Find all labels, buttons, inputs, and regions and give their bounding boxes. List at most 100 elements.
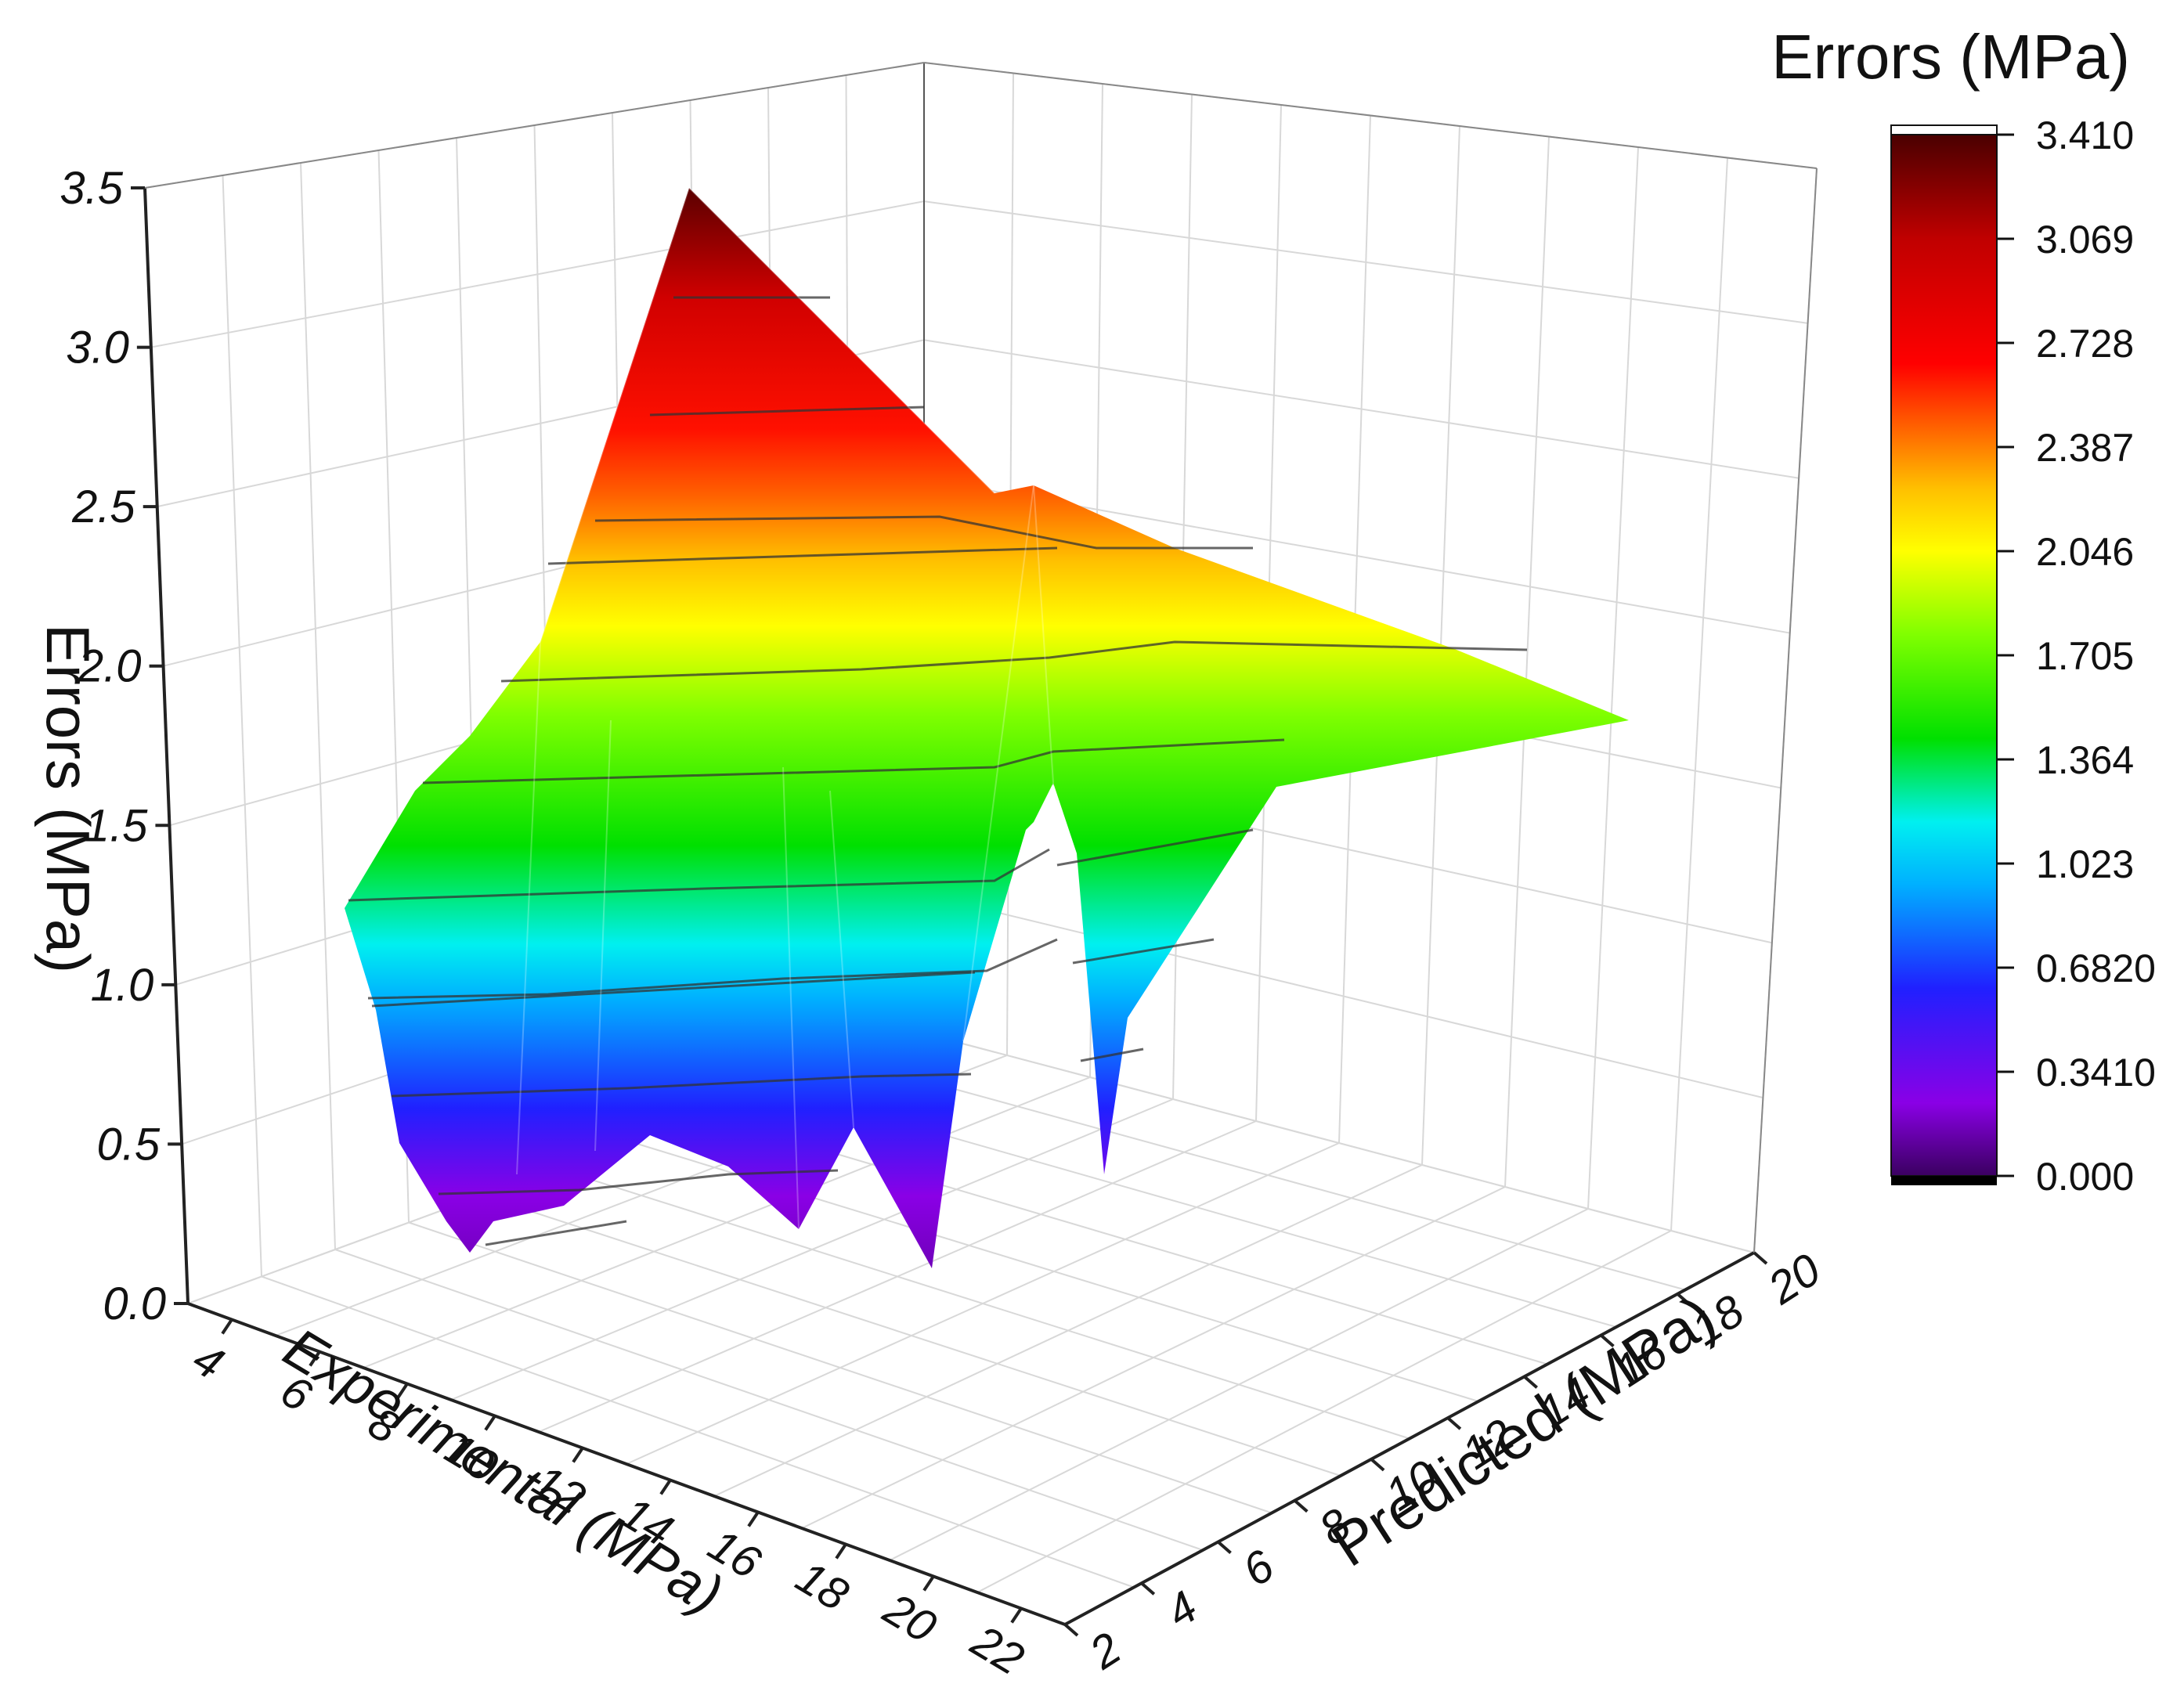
x-tick-label: 18 xyxy=(788,1551,857,1621)
grid-line xyxy=(1504,136,1550,1188)
x-tick-mark xyxy=(484,1415,496,1431)
y-tick-mark xyxy=(1217,1540,1232,1554)
grid-line xyxy=(801,1186,1506,1529)
contour-line xyxy=(438,1169,839,1195)
y-axis-title: Predicted (MPa) xyxy=(1319,1282,1727,1580)
contour-line xyxy=(367,938,1058,1000)
surface-fill xyxy=(345,188,1629,1268)
z-tick-label: 3.5 xyxy=(60,163,123,214)
y-tick-mark xyxy=(1063,1623,1079,1637)
contour-line xyxy=(348,848,1050,902)
x-tick-mark xyxy=(659,1479,672,1495)
contour-line xyxy=(1080,1048,1144,1062)
contour-line xyxy=(391,1073,972,1098)
y-tick-mark xyxy=(1523,1375,1538,1389)
colorbar-label: 3.069 xyxy=(2036,218,2134,261)
colorbar-label: 0.000 xyxy=(2036,1155,2134,1199)
contour-line xyxy=(422,738,1285,784)
grid-line xyxy=(713,1164,1423,1497)
grid-line xyxy=(1587,146,1639,1210)
colorbar-label: 1.364 xyxy=(2036,738,2134,782)
z-tick-label: 2.5 xyxy=(71,481,135,532)
x-tick-label: 20 xyxy=(875,1583,945,1653)
grid-line xyxy=(1670,157,1728,1231)
y-tick-mark xyxy=(1676,1293,1691,1307)
contour-line xyxy=(594,515,1253,550)
colorbar-label: 1.705 xyxy=(2036,634,2134,678)
y-tick-mark xyxy=(1753,1251,1768,1265)
x-axis-line xyxy=(187,1302,1066,1626)
z-axis-line xyxy=(143,187,190,1304)
grid-line xyxy=(300,162,336,1250)
grid-line xyxy=(222,175,262,1277)
y-tick-mark xyxy=(1446,1416,1462,1430)
grid-line xyxy=(555,1167,1410,1440)
x-tick-mark xyxy=(835,1543,847,1560)
y-tick-mark xyxy=(1600,1334,1615,1348)
z-tick-label: 3.0 xyxy=(66,323,129,373)
grid-line xyxy=(850,1059,1686,1291)
colorbar-label: 0.6820 xyxy=(2036,947,2156,990)
colorbar-label: 1.023 xyxy=(2036,842,2134,886)
colorbar-cap-bottom xyxy=(1891,1176,1997,1185)
y-tick-mark xyxy=(1294,1499,1309,1513)
y-tick-label: 2 xyxy=(1080,1623,1129,1680)
x-tick-mark xyxy=(1010,1607,1023,1624)
x-tick-mark xyxy=(922,1575,935,1592)
x-tick-label: 4 xyxy=(184,1333,232,1390)
contour-line xyxy=(500,640,1528,683)
z-tick-label: 1.5 xyxy=(85,800,148,851)
mesh-line xyxy=(1033,485,1054,784)
mesh-line xyxy=(540,187,690,643)
top-edge xyxy=(923,62,1818,169)
colorbar-label: 0.3410 xyxy=(2036,1051,2156,1094)
grid-line xyxy=(923,1033,1755,1253)
contour-line xyxy=(1072,938,1215,965)
right-edge xyxy=(1753,168,1818,1253)
colorbar-cap-top xyxy=(1890,124,1998,135)
grid-line xyxy=(923,339,1800,479)
x-tick-label: 22 xyxy=(962,1615,1033,1684)
top-edge xyxy=(144,62,925,189)
z-axis-title: Errors (MPa) xyxy=(34,624,103,973)
y-tick-mark xyxy=(1370,1458,1385,1472)
z-tick-label: 0.5 xyxy=(97,1119,161,1170)
colorbar-label: 2.728 xyxy=(2036,322,2134,366)
colorbar-label: 2.387 xyxy=(2036,426,2134,470)
error-surface xyxy=(345,187,1629,1268)
mesh-line xyxy=(516,641,541,1175)
grid-line xyxy=(702,1113,1548,1365)
contour-line xyxy=(485,1220,627,1246)
z-tick-label: 2.0 xyxy=(78,641,142,692)
y-tick-label: 4 xyxy=(1157,1581,1206,1638)
x-tick-mark xyxy=(221,1318,233,1335)
y-tick-mark xyxy=(1140,1581,1156,1596)
grid-line xyxy=(150,200,925,348)
y-axis-line xyxy=(1064,1251,1755,1626)
x-tick-mark xyxy=(396,1383,409,1399)
x-tick-mark xyxy=(572,1447,584,1463)
colorbar-gradient xyxy=(1890,134,1998,1177)
grid-line xyxy=(889,1208,1589,1561)
mesh-line xyxy=(782,766,800,1230)
colorbar-label: 2.046 xyxy=(2036,530,2134,574)
contour-line xyxy=(547,546,1058,565)
contour-line xyxy=(371,971,976,1008)
grid-line xyxy=(923,893,1763,1099)
grid-line xyxy=(976,1230,1672,1593)
contour-line xyxy=(649,406,925,416)
mesh-line xyxy=(594,719,612,1152)
z-tick-label: 0.0 xyxy=(103,1278,166,1329)
x-tick-mark xyxy=(309,1350,321,1367)
z-tick-label: 1.0 xyxy=(91,960,154,1011)
mesh-line xyxy=(962,485,1034,1042)
colorbar: Errors (MPa) 3.410 3.069 2.728 2.387 2.046 1.… xyxy=(1771,22,2156,1199)
mesh-line xyxy=(688,187,995,494)
grid-line xyxy=(923,200,1808,324)
y-tick-label: 6 xyxy=(1234,1540,1283,1596)
mesh-line xyxy=(829,790,854,1128)
z-axis-ticks: 0.0 0.5 1.0 1.5 2.0 2.5 3.0 3.5 xyxy=(60,163,188,1329)
colorbar-label: 3.410 xyxy=(2036,114,2134,157)
colorbar-title: Errors (MPa) xyxy=(1771,22,2130,92)
